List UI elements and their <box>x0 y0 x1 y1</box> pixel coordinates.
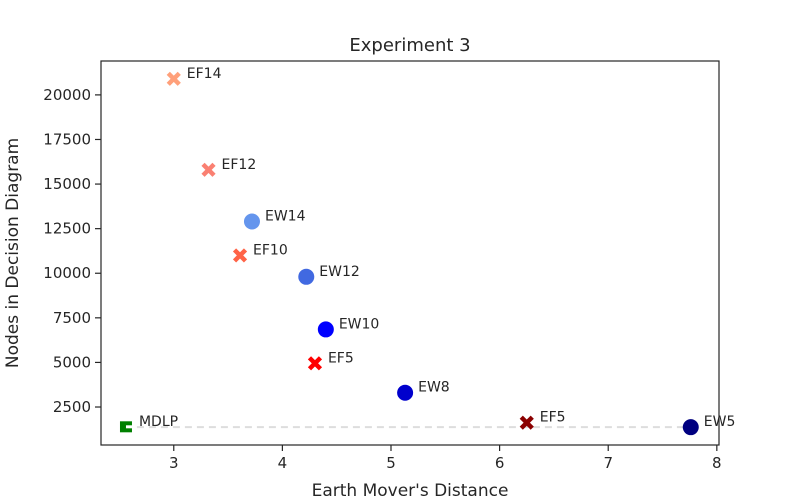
chart-title: Experiment 3 <box>349 35 470 56</box>
data-point: EF10 <box>232 242 288 263</box>
y-tick-label: 12500 <box>43 220 91 238</box>
plot-area-frame <box>100 60 720 446</box>
x-tick-label: 7 <box>603 454 613 472</box>
point-marker <box>519 415 534 430</box>
point-label: EW14 <box>265 209 306 225</box>
x-tick-label: 6 <box>495 454 505 472</box>
x-tick-label: 8 <box>712 454 722 472</box>
y-tick-label: 17500 <box>43 130 91 148</box>
point-label: MDLP <box>139 414 178 430</box>
data-point: EF5 <box>307 350 354 371</box>
y-tick-label: 2500 <box>53 398 91 416</box>
point-label: EF14 <box>187 66 222 82</box>
data-point: EW10 <box>317 316 380 338</box>
y-tick-label: 5000 <box>53 353 91 371</box>
point-marker <box>682 419 699 436</box>
point-marker <box>307 356 323 371</box>
point-marker <box>317 321 334 338</box>
point-label: EF10 <box>253 242 288 258</box>
point-marker <box>201 162 216 177</box>
x-axis-label: Earth Mover's Distance <box>312 481 509 500</box>
x-tick-label: 5 <box>386 454 396 472</box>
data-point: EF14 <box>166 66 222 86</box>
point-label: EF5 <box>540 410 566 426</box>
point-marker <box>166 71 181 86</box>
data-point: EF12 <box>201 157 257 177</box>
data-point: EW8 <box>397 380 450 401</box>
point-marker <box>232 248 248 263</box>
axis-ticks: 3 4 5 6 7 8 2500 5000 7500 10000 12500 15000 17500 20… <box>43 86 721 472</box>
point-marker <box>243 213 260 230</box>
point-marker <box>397 384 414 401</box>
point-label: EF12 <box>222 157 257 173</box>
point-label: EW12 <box>319 264 360 280</box>
y-tick-label: 20000 <box>43 86 91 104</box>
y-tick-label: 10000 <box>43 264 91 282</box>
data-points: EF14 EF12 EW14 EF10 EW12 EW10 EF5 EW8 EF5 EW5 MDLP <box>119 66 735 436</box>
data-point: EW14 <box>243 209 306 230</box>
y-tick-label: 15000 <box>43 175 91 193</box>
point-label: EW8 <box>418 380 450 396</box>
point-label: EF5 <box>328 350 354 366</box>
y-axis-label: Nodes in Decision Diagram <box>3 138 23 368</box>
data-point: EF5 <box>519 410 566 430</box>
y-tick-label: 7500 <box>53 309 91 327</box>
point-label: EW10 <box>339 316 380 332</box>
data-point: EW12 <box>298 264 360 285</box>
x-tick-label: 3 <box>169 454 179 472</box>
point-marker-notch <box>125 425 132 429</box>
x-tick-label: 4 <box>278 454 288 472</box>
data-point: MDLP <box>119 414 178 433</box>
data-point: EW5 <box>682 414 735 436</box>
point-marker <box>298 268 315 285</box>
